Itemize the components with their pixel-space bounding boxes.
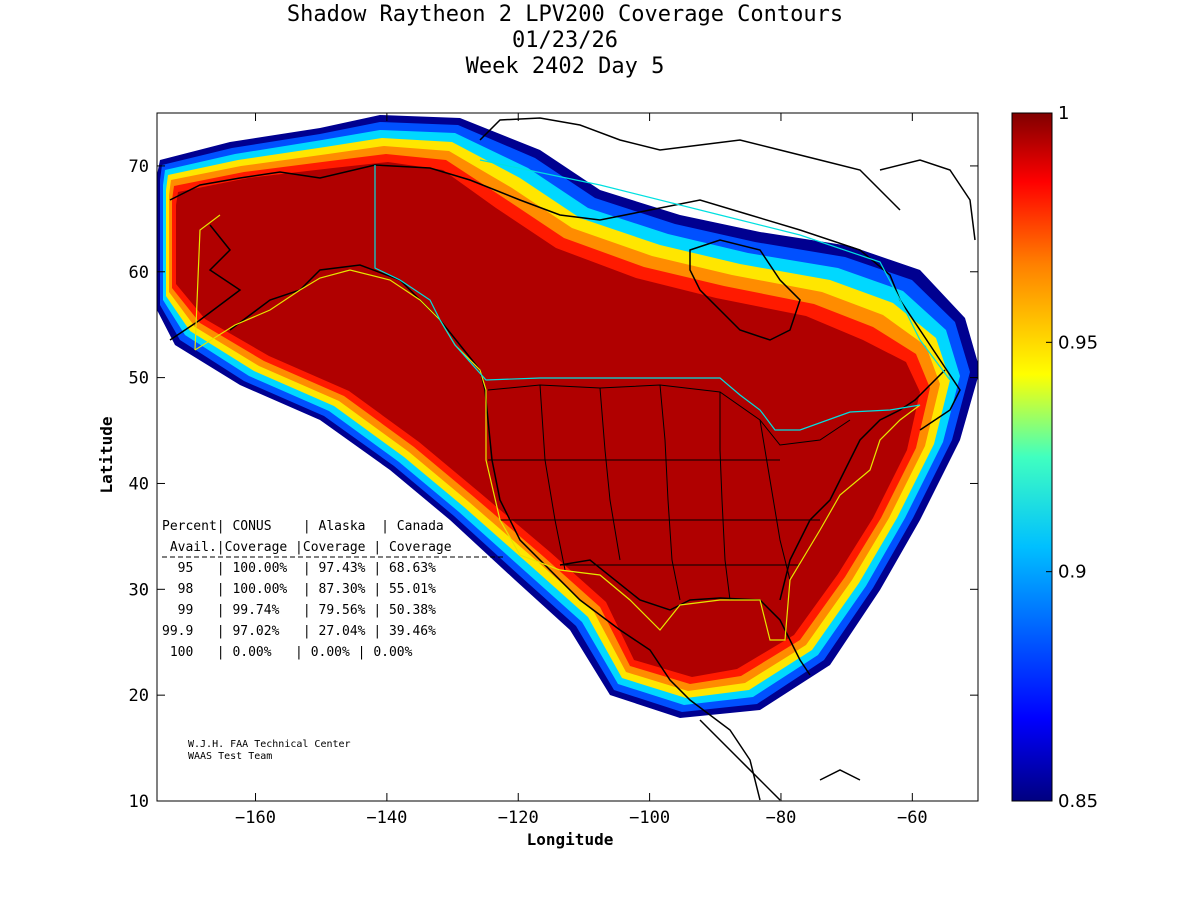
- service-boundaries: [194, 159, 951, 641]
- table-row: 99 | 99.74% | 79.56% | 50.38%: [162, 603, 436, 618]
- y-tick-label: 70: [129, 157, 149, 177]
- colorbar-tick-label: 0.9: [1058, 562, 1087, 583]
- colorbar-ticks: 1 0.95 0.9 0.85: [1046, 103, 1098, 812]
- x-tick-label: −60: [897, 808, 928, 828]
- x-tick-label: −140: [366, 808, 407, 828]
- title-line-3: Week 2402 Day 5: [465, 54, 665, 79]
- table-header-1: Percent| CONUS | Alaska | Canada: [162, 519, 444, 534]
- y-tick-label: 10: [129, 792, 149, 812]
- contour-full-coverage: [176, 162, 920, 677]
- credit-line-2: WAAS Test Team: [188, 751, 272, 762]
- colorbar-tick-label: 0.85: [1058, 791, 1098, 812]
- colorbar-tick-label: 0.95: [1058, 332, 1098, 353]
- x-axis: −160 −140 −120 −100 −80 −60: [235, 113, 928, 828]
- table-header-2: Avail.|Coverage |Coverage | Coverage: [162, 540, 452, 555]
- y-tick-label: 60: [129, 263, 149, 283]
- plot-frame: [156, 112, 979, 802]
- x-tick-label: −160: [235, 808, 276, 828]
- x-axis-label: Longitude: [527, 830, 614, 849]
- table-row: 99.9 | 97.02% | 27.04% | 39.46%: [162, 624, 436, 639]
- table-row: 98 | 100.00% | 87.30% | 55.01%: [162, 582, 436, 597]
- colorbar-tick-label: 1: [1058, 103, 1069, 124]
- title-line-1: Shadow Raytheon 2 LPV200 Coverage Contou…: [286, 2, 844, 27]
- y-tick-label: 50: [129, 369, 149, 389]
- y-axis-label: Latitude: [97, 416, 116, 493]
- table-row: 100 | 0.00% | 0.00% | 0.00%: [162, 645, 413, 660]
- y-tick-label: 30: [129, 580, 149, 600]
- title-line-2: 01/23/26: [512, 28, 618, 53]
- table-row: 95 | 100.00% | 97.43% | 68.63%: [162, 561, 436, 576]
- state-borders: [487, 384, 851, 601]
- y-axis: 10 20 30 40 50 60 70: [129, 157, 978, 812]
- x-tick-label: −120: [498, 808, 539, 828]
- colorbar: [1011, 112, 1053, 802]
- y-tick-label: 40: [129, 474, 149, 494]
- x-tick-label: −100: [629, 808, 670, 828]
- coverage-table: Percent| CONUS | Alaska | Canada Avail.|…: [162, 519, 505, 660]
- y-tick-label: 20: [129, 686, 149, 706]
- x-tick-label: −80: [766, 808, 797, 828]
- credit-line-1: W.J.H. FAA Technical Center: [188, 739, 351, 750]
